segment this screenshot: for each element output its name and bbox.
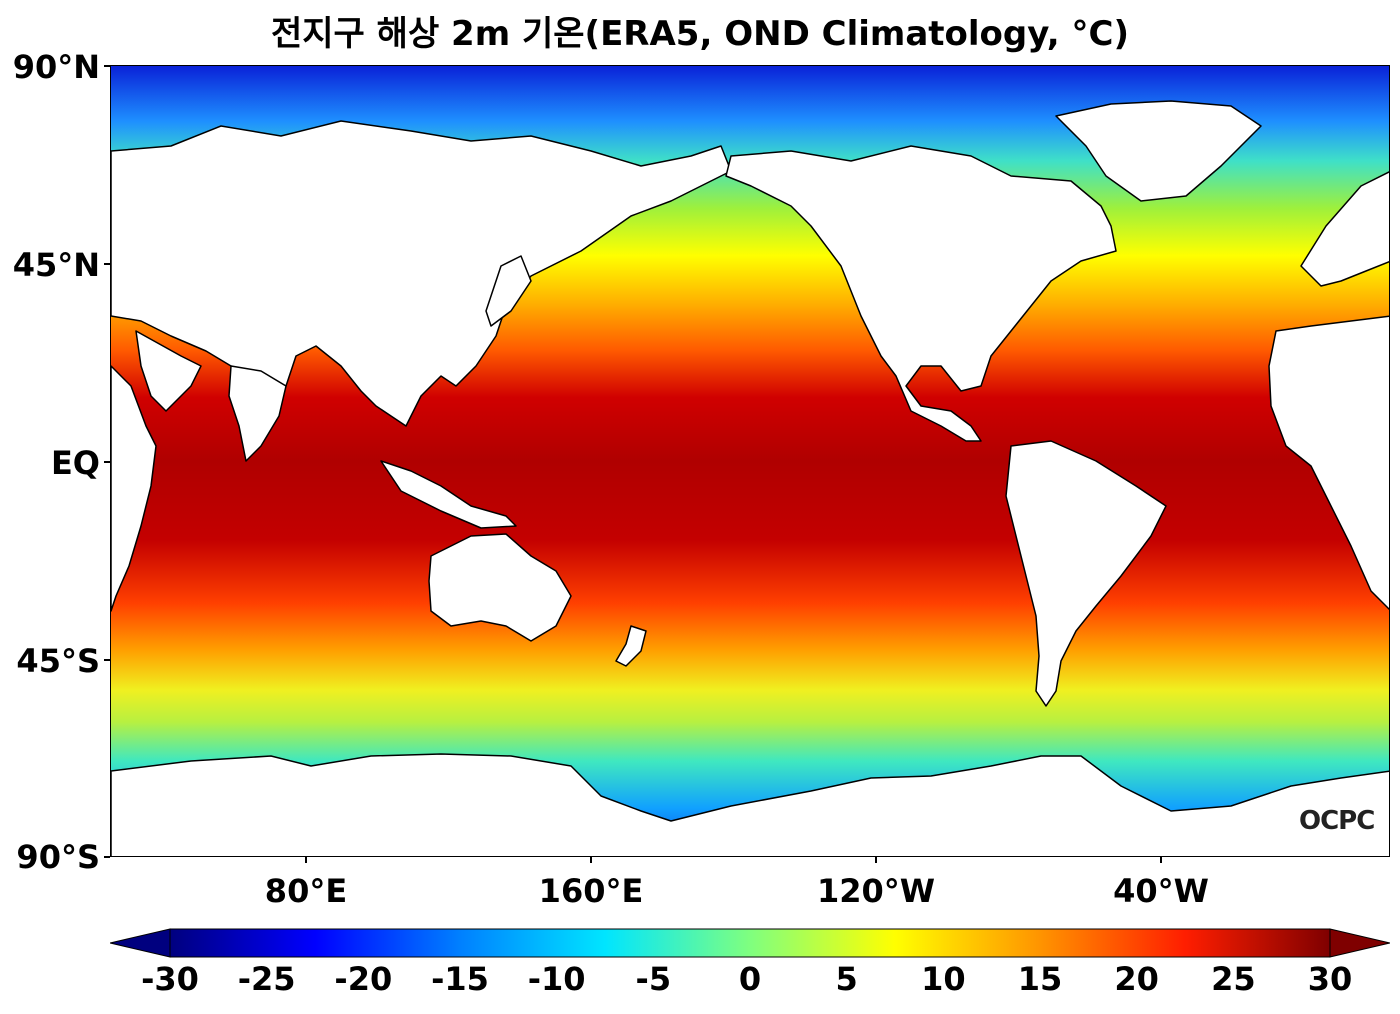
colorbar-tick-label: 15 — [1017, 960, 1063, 998]
land-mask — [111, 100, 1389, 856]
x-axis-label: 120°W — [816, 872, 936, 910]
colorbar-tick-label: -30 — [141, 960, 199, 998]
map-title: 전지구 해상 2m 기온(ERA5, OND Climatology, °C) — [270, 14, 1129, 54]
landmass-arabia — [135, 330, 202, 412]
y-tick — [104, 65, 110, 67]
landmass-africa-east — [111, 365, 157, 612]
landmass-indonesia — [380, 460, 517, 529]
y-axis-label: 90°N — [12, 48, 100, 86]
x-tick — [1160, 857, 1162, 863]
y-axis-label: 45°N — [12, 246, 100, 284]
y-tick — [104, 659, 110, 661]
colorbar-tick-label: 0 — [738, 960, 762, 998]
colorbar-tick-label: -20 — [334, 960, 393, 998]
colorbar-tick-label: -5 — [635, 960, 672, 998]
landmass-india — [228, 365, 287, 462]
x-tick — [590, 857, 592, 863]
landmass-antarctica — [111, 753, 1389, 856]
colorbar-tick-label: 25 — [1211, 960, 1256, 998]
colorbar-tick-label: -25 — [237, 960, 296, 998]
x-axis-label: 40°W — [1113, 872, 1209, 910]
y-tick — [104, 856, 110, 858]
colorbar-tick-label: 20 — [1114, 960, 1159, 998]
landmass-greenland — [1055, 100, 1262, 202]
colorbar-gradient — [169, 928, 1331, 958]
ocpc-logo: OCPC — [1299, 806, 1375, 836]
colorbar-tick-label: 10 — [921, 960, 966, 998]
landmass-europe — [1300, 171, 1389, 287]
x-axis-label: 80°E — [264, 872, 348, 910]
landmass-africa-west — [1268, 315, 1389, 611]
x-tick — [875, 857, 877, 863]
y-axis-label: 45°S — [16, 642, 100, 680]
x-axis-label: 160°E — [538, 872, 644, 910]
colorbar-extend-min — [109, 928, 171, 958]
colorbar-tick-label: -10 — [527, 960, 586, 998]
landmass-japan — [485, 255, 532, 327]
colorbar-extend-max — [1329, 928, 1391, 958]
landmass-north-america — [725, 145, 1117, 442]
landmass-australia — [428, 533, 572, 642]
colorbar-tick-label: 30 — [1307, 960, 1353, 998]
colorbar-svg — [109, 928, 1391, 958]
colorbar-tick-label: 5 — [835, 960, 858, 998]
colorbar — [109, 928, 1391, 958]
landmass-newzealand — [615, 625, 647, 667]
y-axis-label: 90°S — [16, 838, 100, 876]
y-tick — [104, 461, 110, 463]
x-tick — [305, 857, 307, 863]
y-axis-label: EQ — [50, 444, 100, 482]
map-area: OCPC — [110, 65, 1390, 857]
y-tick — [104, 263, 110, 265]
landmass-eurasia — [111, 120, 732, 427]
colorbar-tick-label: -15 — [431, 960, 489, 998]
landmass-south-america — [1005, 440, 1167, 707]
